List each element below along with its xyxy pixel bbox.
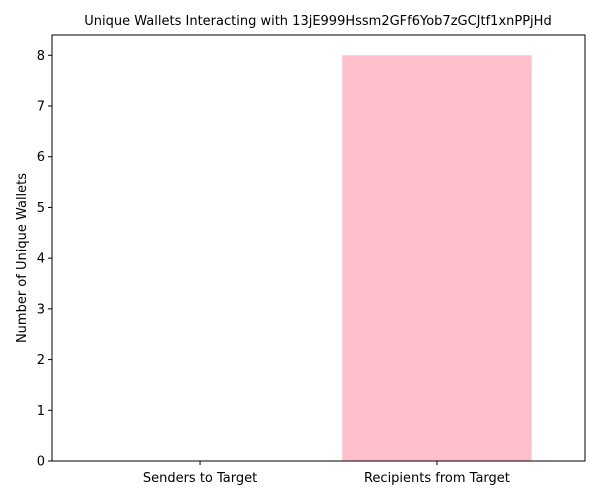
bar (342, 55, 532, 462)
axes-layer: 0 1 2 3 4 5 6 7 8 Senders to Target Recipients fro… (37, 34, 586, 486)
y-tick-label: 7 (37, 100, 45, 115)
y-tick-label: 8 (37, 49, 45, 64)
y-axis-label: Number of Unique Wallets (15, 173, 30, 343)
y-tick-label: 0 (37, 455, 45, 470)
y-tick-label: 1 (37, 404, 45, 419)
plot-frame (51, 34, 586, 462)
y-tick-label: 6 (37, 150, 45, 165)
x-tick-label: Recipients from Target (364, 471, 510, 486)
y-tick-label: 2 (37, 353, 45, 368)
y-tick-label: 4 (37, 252, 45, 267)
y-tick-label: 3 (37, 302, 45, 317)
x-tick-label: Senders to Target (143, 471, 257, 486)
bars-layer (342, 55, 532, 462)
y-tick-label: 5 (37, 201, 45, 216)
chart-title: Unique Wallets Interacting with 13jE999H… (84, 14, 551, 29)
